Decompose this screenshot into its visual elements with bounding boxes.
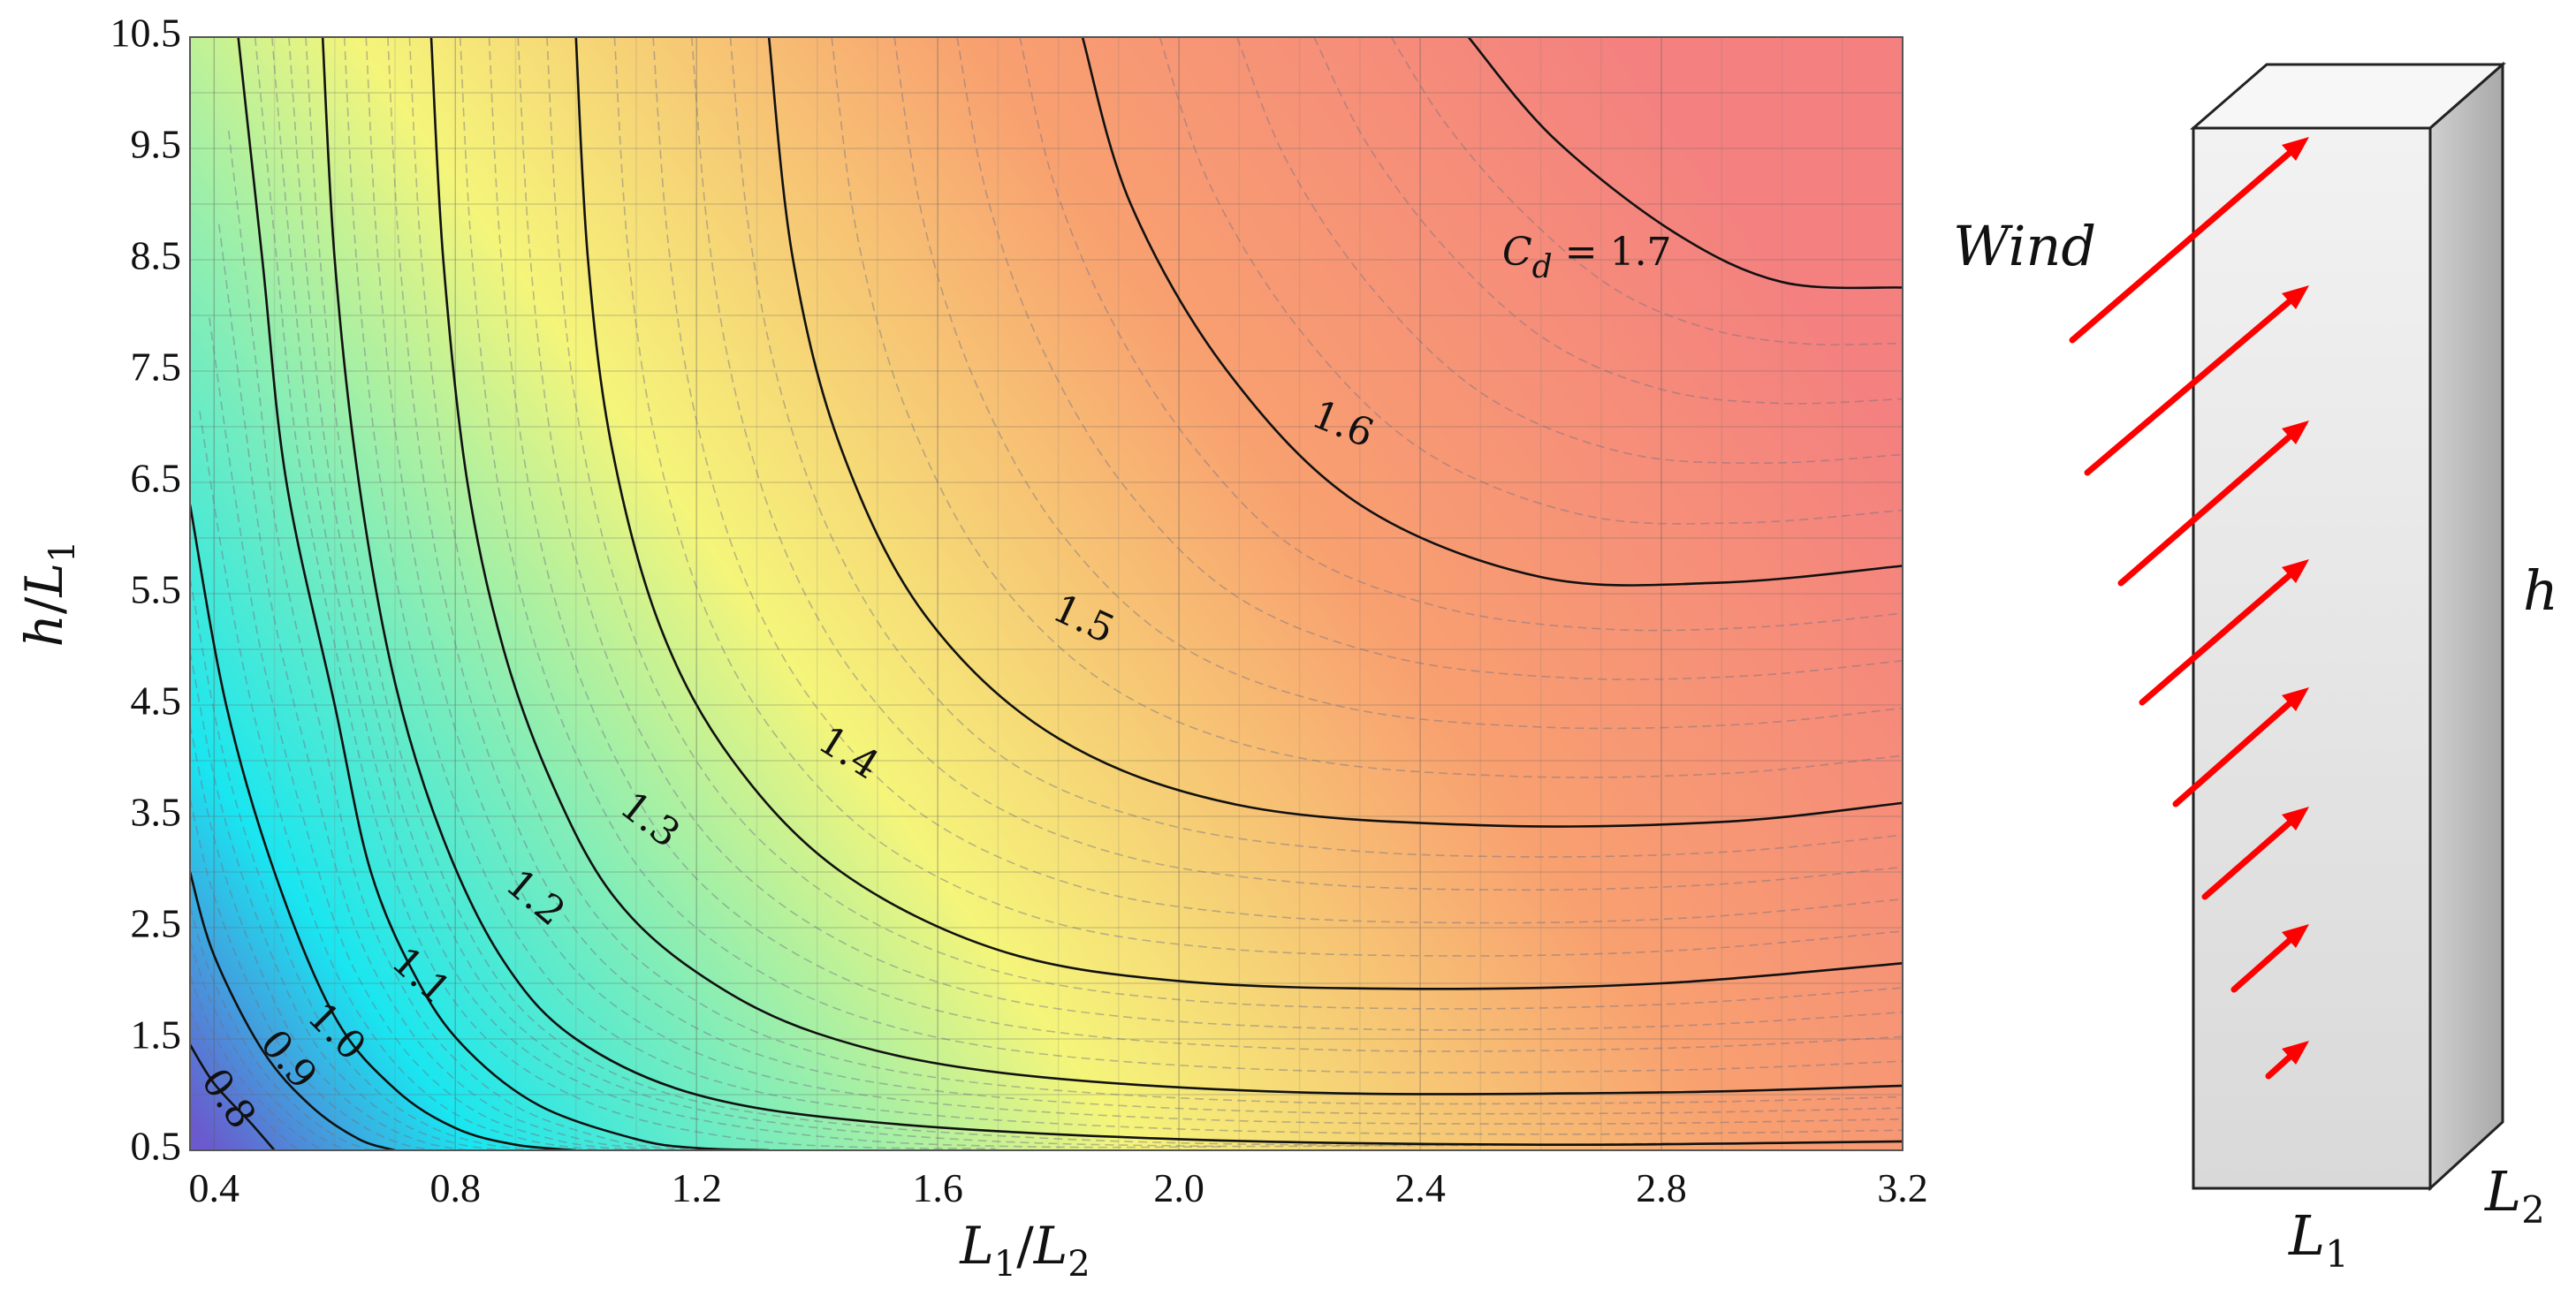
minor-contour	[190, 724, 468, 1150]
wind-arrowheads	[2282, 137, 2309, 1065]
contour-line-0.9	[190, 871, 396, 1150]
minor-contour	[271, 37, 1223, 1149]
minor-contour	[365, 37, 1903, 1125]
width-label: L1	[2288, 1203, 2349, 1276]
minor-contour	[1235, 37, 1903, 464]
building-diagram: Wind h L1 L2	[1953, 61, 2558, 1276]
wind-label: Wind	[1953, 214, 2096, 278]
contour-line-1	[190, 504, 576, 1150]
wind-arrow	[2084, 292, 2299, 476]
wind-arrow	[2139, 566, 2299, 706]
contour-line-1.7	[1467, 37, 1903, 290]
minor-contour	[488, 37, 1903, 1052]
minor-contour	[831, 37, 1903, 778]
depth-label: L2	[2484, 1159, 2545, 1232]
x-tick-label: 0.4	[189, 1165, 240, 1210]
x-ticks: 0.4 0.8 1.2 1.6 2.0 2.4 2.8 3.2	[189, 1165, 1928, 1210]
contour-lines	[190, 37, 1903, 1150]
minor-contour	[190, 940, 347, 1150]
contour-line-1.6	[1081, 37, 1903, 587]
wind-arrow	[2230, 931, 2299, 993]
arrowhead	[2282, 285, 2309, 309]
minor-contour	[459, 37, 1903, 1073]
wind-arrows	[2069, 144, 2299, 1080]
prism-side-face	[2428, 61, 2504, 1192]
minor-contour	[190, 651, 504, 1150]
minor-contour	[190, 974, 323, 1150]
wind-arrow	[2172, 694, 2299, 808]
x-tick-label: 1.2	[671, 1165, 722, 1210]
minor-contour	[190, 1009, 300, 1150]
height-label: h	[2523, 558, 2558, 623]
arrowhead	[2282, 924, 2309, 948]
arrowhead	[2282, 421, 2309, 444]
minor-contour	[1313, 37, 1903, 405]
minor-contour	[217, 224, 692, 1150]
x-tick-label: 2.4	[1394, 1165, 1446, 1210]
contour-line-1.1	[237, 37, 770, 1150]
minor-contour	[190, 906, 372, 1150]
y-tick-label: 2.5	[131, 901, 182, 946]
color-field	[190, 37, 1903, 1150]
minor-contour	[1159, 37, 1903, 525]
contour-line-1.4	[574, 37, 1903, 990]
x-tick-label: 3.2	[1877, 1165, 1928, 1210]
y-ticks: 0.5 1.5 2.5 3.5 4.5 5.5 6.5 7.5 8.5 9.5 10.5	[110, 11, 182, 1169]
y-tick-label: 9.5	[131, 122, 182, 167]
minor-contour	[1019, 37, 1903, 632]
minor-contour	[227, 130, 731, 1150]
contour-line-1.5	[767, 37, 1903, 828]
minor-contour	[190, 578, 540, 1150]
y-axis-title: h/L1	[14, 541, 83, 648]
x-tick-label: 0.8	[430, 1165, 482, 1210]
arrowhead	[2282, 807, 2309, 830]
minor-contour	[1390, 37, 1903, 345]
minor-contour	[199, 411, 615, 1150]
y-tick-label: 3.5	[131, 790, 182, 835]
arrowhead	[2282, 137, 2309, 161]
prism-front-face	[2192, 126, 2432, 1190]
contour-line-0.8	[190, 1043, 276, 1150]
y-tick-label: 5.5	[131, 567, 182, 612]
y-tick-label: 10.5	[110, 11, 182, 56]
minor-contour	[408, 37, 1903, 1105]
minor-contour	[254, 37, 996, 1149]
contour-line-1.3	[429, 37, 1903, 1096]
minor-contour	[729, 37, 1903, 858]
contour-label-1.7: Cd = 1.7	[1502, 230, 1672, 285]
x-tick-label: 2.0	[1153, 1165, 1204, 1210]
grid	[190, 37, 1903, 1150]
minor-contour	[209, 317, 654, 1150]
wind-arrow	[2201, 814, 2299, 900]
arrowhead	[2282, 1041, 2309, 1065]
y-tick-label: 8.5	[131, 233, 182, 278]
y-tick-label: 6.5	[131, 456, 182, 501]
minor-contour	[652, 37, 1903, 924]
wind-arrow	[2117, 428, 2299, 587]
y-tick-label: 7.5	[131, 345, 182, 390]
minor-contour	[546, 37, 1903, 1010]
minor-contour	[305, 37, 1676, 1147]
arrowhead	[2282, 687, 2309, 711]
wind-arrow	[2069, 144, 2299, 344]
contour-chart: 0.4 0.8 1.2 1.6 2.0 2.4 2.8 3.2 0.5 1.5 2.5 3.5 4.5…	[14, 11, 1928, 1285]
x-tick-label: 1.6	[912, 1165, 963, 1210]
y-tick-label: 1.5	[131, 1012, 182, 1058]
x-axis-title: L1/L2	[959, 1216, 1090, 1285]
x-tick-label: 2.8	[1636, 1165, 1687, 1210]
minor-contour	[690, 37, 1903, 891]
contour-line-1.2	[321, 37, 1903, 1147]
y-tick-label: 4.5	[131, 679, 182, 724]
minor-contour	[288, 37, 1449, 1148]
minor-contour	[387, 37, 1903, 1115]
minor-contour	[517, 37, 1903, 1031]
minor-contour	[190, 798, 432, 1150]
minor-contour	[893, 37, 1903, 730]
minor-contour	[343, 37, 1903, 1135]
y-tick-label: 0.5	[131, 1124, 182, 1169]
plot-frame	[189, 36, 1904, 1151]
arrowhead	[2282, 559, 2309, 583]
